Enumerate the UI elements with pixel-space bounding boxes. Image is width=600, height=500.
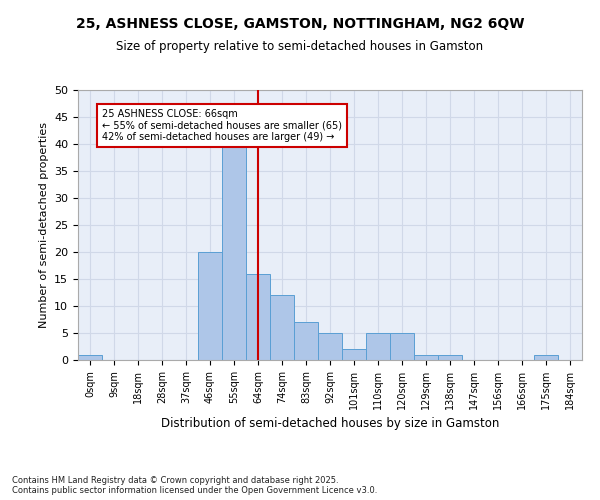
- Bar: [246, 274, 270, 360]
- Y-axis label: Number of semi-detached properties: Number of semi-detached properties: [38, 122, 49, 328]
- Text: Contains HM Land Registry data © Crown copyright and database right 2025.
Contai: Contains HM Land Registry data © Crown c…: [12, 476, 377, 495]
- Bar: [294, 322, 318, 360]
- Bar: [222, 133, 246, 360]
- Bar: [318, 333, 342, 360]
- Bar: [78, 354, 102, 360]
- Text: 25 ASHNESS CLOSE: 66sqm
← 55% of semi-detached houses are smaller (65)
42% of se: 25 ASHNESS CLOSE: 66sqm ← 55% of semi-de…: [102, 109, 342, 142]
- Bar: [342, 349, 366, 360]
- Bar: [414, 354, 438, 360]
- X-axis label: Distribution of semi-detached houses by size in Gamston: Distribution of semi-detached houses by …: [161, 418, 499, 430]
- Bar: [366, 333, 390, 360]
- Bar: [438, 354, 462, 360]
- Text: 25, ASHNESS CLOSE, GAMSTON, NOTTINGHAM, NG2 6QW: 25, ASHNESS CLOSE, GAMSTON, NOTTINGHAM, …: [76, 18, 524, 32]
- Text: Size of property relative to semi-detached houses in Gamston: Size of property relative to semi-detach…: [116, 40, 484, 53]
- Bar: [390, 333, 414, 360]
- Bar: [534, 354, 558, 360]
- Bar: [198, 252, 222, 360]
- Bar: [270, 295, 294, 360]
